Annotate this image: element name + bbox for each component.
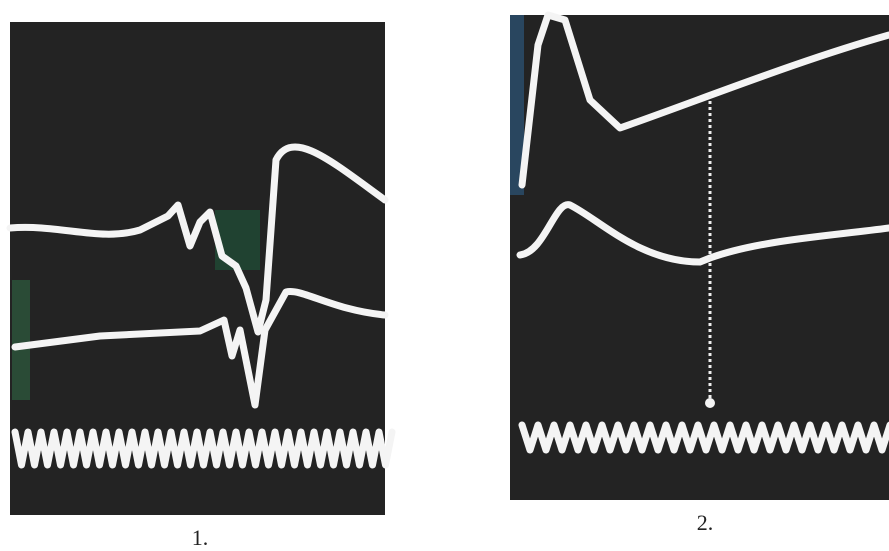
marker-dot <box>705 398 715 408</box>
page: {"panels": [{"label": "1."}, {"label": "… <box>0 0 889 551</box>
panel-label: 1. <box>192 525 209 550</box>
edge-tint <box>215 210 260 270</box>
panel-label: 2. <box>697 510 714 535</box>
panel-1: 1. <box>10 22 392 550</box>
figure: 1. 2. <box>0 0 889 551</box>
panel-2: 2. <box>510 15 889 535</box>
edge-tint <box>12 280 30 400</box>
